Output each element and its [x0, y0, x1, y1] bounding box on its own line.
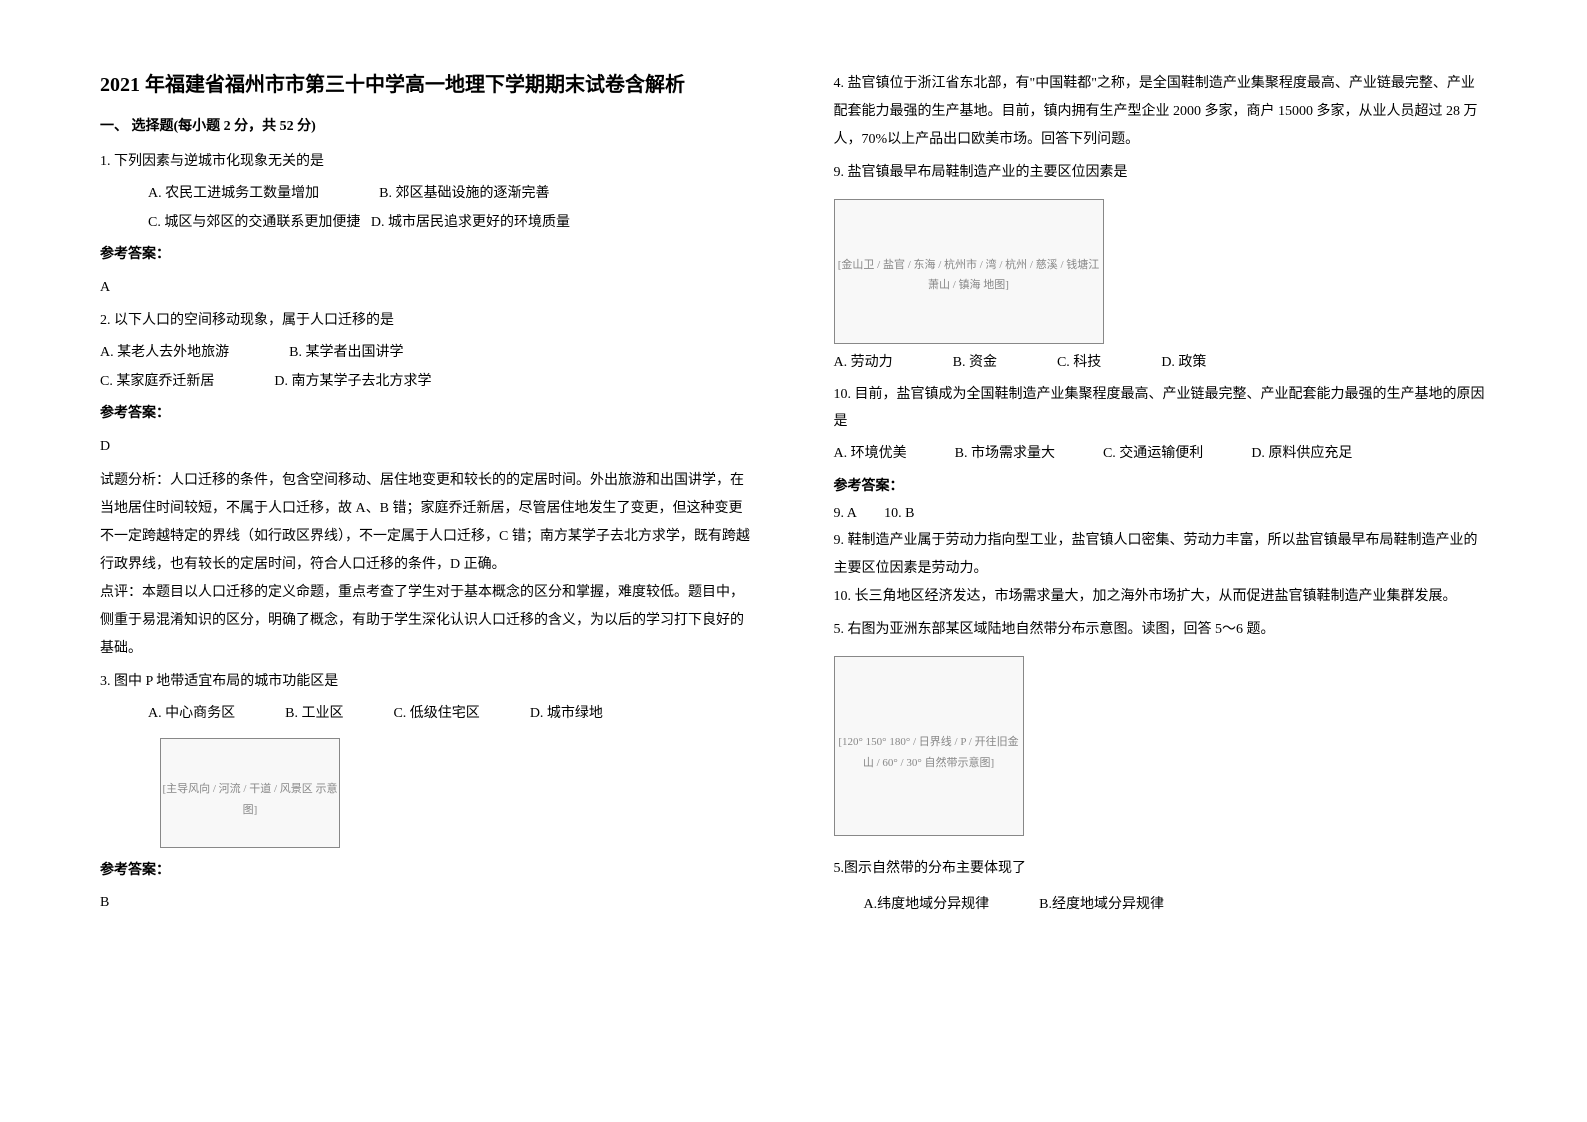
- q9-choice-a: A. 劳动力: [834, 350, 893, 377]
- q3-answer: B: [100, 890, 754, 917]
- question-1-stem: 1. 下列因素与逆城市化现象无关的是: [100, 149, 754, 176]
- q1-choice-b: B. 郊区基础设施的逐渐完善: [379, 181, 549, 208]
- q5-map-image: [120° 150° 180° / 日界线 / P / 开往旧金山 / 60° …: [834, 656, 1024, 836]
- question-3-stem: 3. 图中 P 地带适宜布局的城市功能区是: [100, 669, 754, 696]
- q4-answers-row: 9. A 10. B: [834, 501, 1488, 528]
- q5-stem: 5.图示自然带的分布主要体现了: [834, 856, 1488, 883]
- q3-choices: A. 中心商务区 B. 工业区 C. 低级住宅区 D. 城市绿地: [100, 701, 754, 728]
- q3-answer-label: 参考答案：: [100, 858, 754, 885]
- q1-choice-a: A. 农民工进城务工数量增加: [148, 181, 319, 208]
- right-column: 4. 盐官镇位于浙江省东北部，有"中国鞋都"之称，是全国鞋制造产业集聚程度最高、…: [834, 70, 1488, 923]
- q10-choice-b: B. 市场需求量大: [955, 441, 1055, 468]
- q4-ans10: 10. B: [884, 506, 914, 521]
- q1-answer: A: [100, 275, 754, 302]
- q2-choice-d: D. 南方某学子去北方求学: [274, 369, 431, 396]
- q4-q9-choices: A. 劳动力 B. 资金 C. 科技 D. 政策: [834, 350, 1488, 377]
- q4-map-image: [金山卫 / 盐官 / 东海 / 杭州市 / 湾 / 杭州 / 慈溪 / 钱塘江…: [834, 199, 1104, 344]
- q2-choice-c: C. 某家庭乔迁新居: [100, 369, 214, 396]
- q9-choice-d: D. 政策: [1161, 350, 1206, 377]
- q3-choice-c: C. 低级住宅区: [393, 701, 479, 728]
- section-header: 一、 选择题(每小题 2 分，共 52 分): [100, 114, 754, 141]
- q4-exp10: 10. 长三角地区经济发达，市场需求量大，加之海外市场扩大，从而促进盐官镇鞋制造…: [834, 583, 1488, 611]
- q5-intro: 5. 右图为亚洲东部某区域陆地自然带分布示意图。读图，回答 5～6 题。: [834, 617, 1488, 644]
- q9-choice-b: B. 资金: [953, 350, 997, 377]
- q3-choice-b: B. 工业区: [285, 701, 343, 728]
- q3-choice-a: A. 中心商务区: [148, 701, 235, 728]
- q4-intro: 4. 盐官镇位于浙江省东北部，有"中国鞋都"之称，是全国鞋制造产业集聚程度最高、…: [834, 70, 1488, 154]
- exam-title: 2021 年福建省福州市市第三十中学高一地理下学期期末试卷含解析: [100, 70, 754, 100]
- q4-q10-stem: 10. 目前，盐官镇成为全国鞋制造产业集聚程度最高、产业链最完整、产业配套能力最…: [834, 382, 1488, 435]
- q4-ans9: 9. A: [834, 506, 857, 521]
- q2-row1: A. 某老人去外地旅游 B. 某学者出国讲学: [100, 340, 754, 367]
- q5-choice-a: A.纬度地域分异规律: [864, 892, 990, 919]
- question-2-stem: 2. 以下人口的空间移动现象，属于人口迁移的是: [100, 308, 754, 335]
- q2-answer-label: 参考答案：: [100, 401, 754, 428]
- q2-choice-a: A. 某老人去外地旅游: [100, 340, 229, 367]
- left-column: 2021 年福建省福州市市第三十中学高一地理下学期期末试卷含解析 一、 选择题(…: [100, 70, 754, 923]
- q10-choice-a: A. 环境优美: [834, 441, 907, 468]
- q2-row2: C. 某家庭乔迁新居 D. 南方某学子去北方求学: [100, 369, 754, 396]
- q10-choice-c: C. 交通运输便利: [1103, 441, 1203, 468]
- q9-choice-c: C. 科技: [1057, 350, 1101, 377]
- q3-choice-d: D. 城市绿地: [530, 701, 603, 728]
- q2-answer: D: [100, 434, 754, 461]
- exam-page: 2021 年福建省福州市市第三十中学高一地理下学期期末试卷含解析 一、 选择题(…: [0, 0, 1587, 963]
- q4-exp9: 9. 鞋制造产业属于劳动力指向型工业，盐官镇人口密集、劳动力丰富，所以盐官镇最早…: [834, 527, 1488, 583]
- q4-answer-label: 参考答案：: [834, 474, 1488, 501]
- q5-choice-b: B.经度地域分异规律: [1039, 892, 1164, 919]
- question-1-choices: A. 农民工进城务工数量增加 B. 郊区基础设施的逐渐完善 C. 城区与郊区的交…: [100, 181, 754, 236]
- q5-choices: A.纬度地域分异规律 B.经度地域分异规律: [834, 892, 1488, 919]
- q4-q9-stem: 9. 盐官镇最早布局鞋制造产业的主要区位因素是: [834, 160, 1488, 187]
- q1-choice-d: D. 城市居民追求更好的环境质量: [371, 215, 570, 230]
- q2-analysis-2: 点评：本题目以人口迁移的定义命题，重点考查了学生对于基本概念的区分和掌握，难度较…: [100, 579, 754, 663]
- q2-analysis-1: 试题分析：人口迁移的条件，包含空间移动、居住地变更和较长的的定居时间。外出旅游和…: [100, 467, 754, 579]
- q2-choice-b: B. 某学者出国讲学: [289, 340, 403, 367]
- q1-choice-c: C. 城区与郊区的交通联系更加便捷: [148, 215, 360, 230]
- q4-q10-choices: A. 环境优美 B. 市场需求量大 C. 交通运输便利 D. 原料供应充足: [834, 441, 1488, 468]
- q10-choice-d: D. 原料供应充足: [1251, 441, 1352, 468]
- q3-diagram-image: [主导风向 / 河流 / 干道 / 风景区 示意图]: [160, 738, 340, 848]
- q1-answer-label: 参考答案：: [100, 242, 754, 269]
